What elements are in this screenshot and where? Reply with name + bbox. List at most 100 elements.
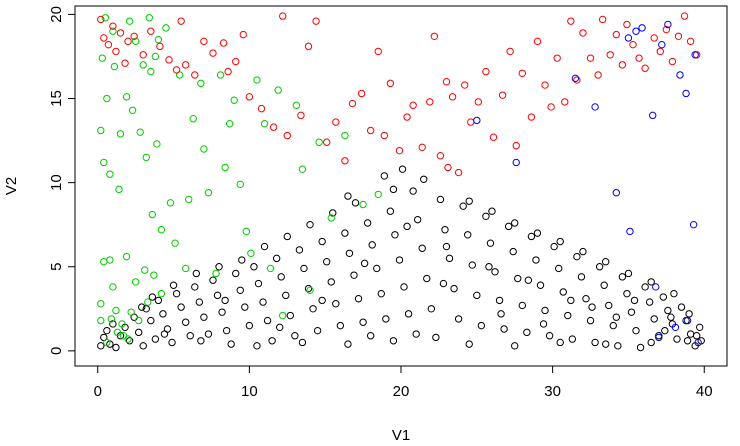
data-point	[386, 79, 395, 88]
data-point	[439, 279, 448, 288]
data-point	[467, 118, 475, 126]
data-point	[315, 138, 323, 146]
data-point	[547, 103, 555, 111]
data-point	[682, 89, 690, 98]
data-point	[295, 246, 304, 254]
data-point	[177, 17, 185, 25]
data-point	[567, 296, 575, 305]
data-point	[245, 93, 254, 101]
data-point	[606, 51, 614, 59]
data-point	[441, 226, 449, 234]
data-point	[250, 263, 258, 271]
data-point	[274, 86, 282, 94]
data-point	[247, 249, 255, 257]
data-point	[591, 338, 599, 347]
data-point	[232, 269, 240, 278]
data-point	[600, 281, 608, 289]
x-tick-label: 20	[393, 383, 410, 400]
data-point	[185, 195, 193, 204]
data-point	[673, 335, 681, 343]
data-point	[125, 17, 134, 25]
data-point	[420, 175, 428, 183]
data-point	[134, 328, 143, 337]
data-point	[109, 320, 117, 328]
data-point	[159, 310, 167, 318]
data-point	[104, 40, 113, 49]
data-point	[266, 264, 275, 273]
data-point	[150, 271, 158, 279]
data-point	[588, 303, 596, 311]
data-point	[341, 131, 349, 140]
data-point	[139, 61, 147, 69]
data-point	[156, 42, 164, 51]
data-point	[650, 34, 658, 42]
data-point	[98, 54, 106, 62]
data-point	[404, 310, 413, 318]
data-point	[612, 30, 621, 39]
data-point	[512, 141, 520, 150]
data-point	[136, 128, 144, 136]
data-point	[181, 61, 190, 69]
data-point	[350, 271, 358, 279]
data-point	[426, 98, 434, 106]
data-point	[318, 296, 326, 305]
data-point	[482, 67, 490, 76]
data-point	[172, 66, 181, 74]
data-point	[186, 332, 194, 340]
y-tick-label: 5	[48, 263, 65, 271]
data-point	[118, 320, 126, 328]
data-point	[204, 330, 213, 338]
data-point	[692, 332, 701, 340]
data-point	[645, 298, 654, 306]
data-point	[260, 242, 269, 251]
data-point	[676, 71, 684, 79]
data-point	[423, 274, 431, 283]
data-point	[677, 303, 686, 311]
data-point	[304, 284, 313, 293]
data-point	[473, 116, 481, 125]
data-point	[442, 78, 451, 86]
data-point	[124, 37, 132, 46]
data-point	[101, 14, 110, 22]
data-point	[107, 315, 116, 323]
data-point	[474, 98, 483, 106]
data-point	[532, 256, 540, 264]
data-point	[577, 273, 586, 281]
y-tick-label: 0	[48, 347, 65, 355]
data-point	[418, 143, 426, 152]
data-point	[671, 323, 680, 332]
data-point	[312, 17, 320, 25]
plot-box	[74, 5, 728, 367]
x-axis: 0 10 20 30 40	[94, 365, 713, 400]
data-point	[612, 189, 621, 197]
data-point	[638, 24, 646, 32]
data-point	[612, 313, 621, 321]
data-point	[409, 101, 417, 109]
data-point	[306, 220, 314, 229]
data-point	[253, 342, 261, 350]
data-point	[655, 333, 663, 342]
data-point	[166, 199, 175, 207]
data-point	[368, 241, 376, 249]
data-point	[109, 22, 117, 30]
data-point	[389, 337, 398, 345]
data-point	[448, 93, 457, 101]
data-point	[432, 333, 440, 342]
data-point	[254, 279, 263, 288]
data-point	[128, 106, 137, 114]
data-point	[147, 67, 155, 76]
data-point	[327, 278, 335, 286]
data-point	[636, 343, 645, 352]
data-point	[374, 190, 382, 199]
data-point	[103, 326, 111, 335]
data-point	[109, 27, 117, 35]
data-point	[623, 20, 631, 29]
data-point	[541, 81, 549, 89]
data-point	[465, 340, 473, 348]
data-point	[97, 15, 105, 24]
data-point	[524, 276, 533, 284]
data-point	[511, 342, 519, 350]
data-point	[332, 118, 340, 126]
data-point	[124, 335, 132, 343]
data-point	[485, 263, 493, 271]
